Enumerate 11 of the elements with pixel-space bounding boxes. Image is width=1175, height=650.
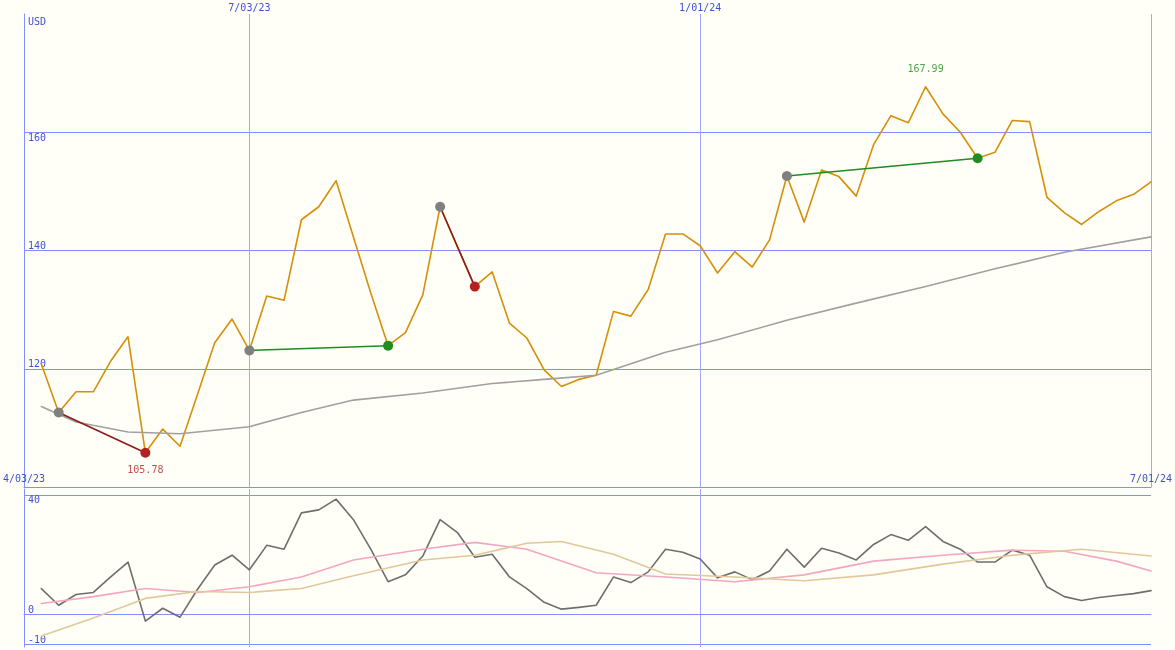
y-tick-label: 140 [28,240,47,251]
x-tick-label: 7/01/24 [1129,472,1173,484]
x2-tick-label: 1/01/24 [679,1,722,13]
y-tick-label: 120 [28,358,47,370]
y-tick-label: 160 [28,131,47,143]
annotation: 105.78 [127,464,164,476]
y-tick-label: 40 [28,494,41,506]
y-tick-label: 0 [28,603,35,615]
annotation: 167.99 [907,62,944,74]
y-axis-title: USD [28,15,47,27]
x2-tick-label: 7/03/23 [228,1,271,13]
